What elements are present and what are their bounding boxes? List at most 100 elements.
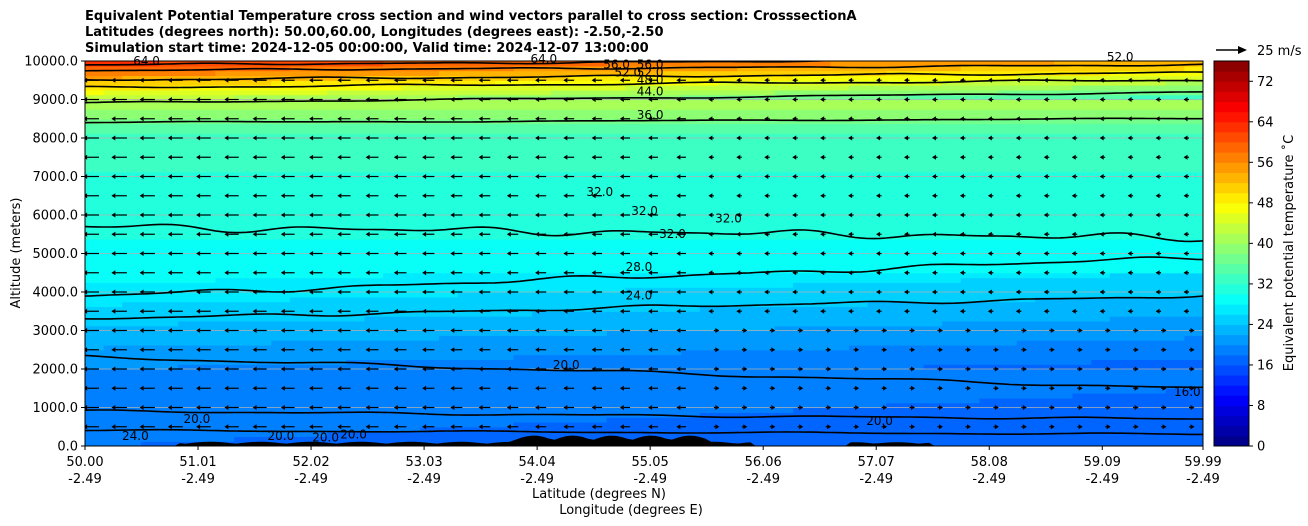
field-cell <box>550 94 571 101</box>
field-cell <box>401 311 421 317</box>
field-cell <box>122 224 142 231</box>
field-cell <box>1072 123 1092 129</box>
field-cell <box>234 186 254 192</box>
field-cell <box>811 181 831 187</box>
field-cell <box>811 354 831 360</box>
field-cell <box>737 138 757 144</box>
field-cell <box>476 330 496 336</box>
field-cell <box>364 393 384 399</box>
field-cell <box>1016 263 1036 269</box>
field-cell <box>904 234 925 240</box>
field-cell <box>550 320 571 327</box>
field-cell <box>159 171 179 178</box>
field-cell <box>737 85 757 91</box>
field-cell <box>1035 181 1055 187</box>
field-cell <box>196 243 217 250</box>
field-cell <box>234 258 254 264</box>
field-cell <box>178 133 198 139</box>
field-cell <box>383 301 403 308</box>
field-cell <box>848 99 869 105</box>
field-cell <box>774 166 794 173</box>
field-cell <box>830 61 850 67</box>
field-cell <box>662 166 682 173</box>
wind-vector-head <box>139 270 144 276</box>
field-cell <box>699 200 720 206</box>
field-cell <box>85 436 105 442</box>
field-cell <box>699 142 720 149</box>
field-cell <box>793 292 813 298</box>
field-cell <box>979 364 999 370</box>
field-cell <box>1184 397 1203 404</box>
field-cell <box>625 340 645 346</box>
field-cell <box>886 436 906 442</box>
field-cell <box>1165 364 1185 370</box>
field-cell <box>774 123 794 129</box>
field-cell <box>1128 267 1148 274</box>
field-cell <box>289 186 310 192</box>
field-cell <box>737 162 757 168</box>
field-cell <box>513 89 533 96</box>
field-cell <box>1035 61 1055 67</box>
field-cell <box>401 402 421 409</box>
field-cell <box>718 224 738 231</box>
field-cell <box>569 287 589 293</box>
field-cell <box>178 248 198 255</box>
field-cell <box>140 147 161 154</box>
field-cell <box>234 248 254 255</box>
field-cell <box>681 219 701 226</box>
field-cell <box>85 234 105 240</box>
field-cell <box>1165 70 1185 77</box>
field-cell <box>159 195 179 202</box>
field-cell <box>345 258 366 264</box>
field-cell <box>252 239 272 245</box>
field-cell <box>998 113 1018 120</box>
field-cell <box>662 426 682 433</box>
field-cell <box>476 210 496 216</box>
field-cell <box>364 421 384 428</box>
field-cell <box>1184 176 1203 182</box>
field-cell <box>308 205 328 211</box>
field-cell <box>457 393 477 399</box>
field-cell <box>289 109 310 115</box>
field-cell <box>103 176 123 182</box>
field-cell <box>774 224 794 231</box>
field-cell <box>383 113 403 120</box>
field-cell <box>904 393 925 399</box>
field-cell <box>569 248 589 255</box>
field-cell <box>383 234 403 240</box>
field-cell <box>103 162 123 168</box>
field-cell <box>364 306 384 312</box>
field-cell <box>308 195 328 202</box>
field-cell <box>1016 118 1036 125</box>
field-cell <box>774 210 794 216</box>
field-cell <box>830 421 850 428</box>
field-cell <box>271 335 291 341</box>
field-cell <box>923 349 943 356</box>
field-cell <box>439 248 459 255</box>
field-cell <box>140 441 161 446</box>
field-cell <box>1016 113 1036 120</box>
field-cell <box>494 301 515 308</box>
field-cell <box>960 94 980 101</box>
field-cell <box>662 195 682 202</box>
field-cell <box>848 397 869 404</box>
field-cell <box>923 426 943 433</box>
field-cell <box>1072 219 1092 226</box>
field-cell <box>737 181 757 187</box>
wind-vector-head <box>111 77 116 83</box>
field-cell <box>476 282 496 288</box>
field-cell <box>998 301 1018 308</box>
field-cell <box>550 301 571 308</box>
field-cell <box>252 248 272 255</box>
field-cell <box>550 344 571 351</box>
field-cell <box>904 85 925 91</box>
field-cell <box>960 80 980 86</box>
field-cell <box>755 61 776 67</box>
field-cell <box>606 171 626 178</box>
field-cell <box>569 190 589 197</box>
field-cell <box>345 85 366 91</box>
field-cell <box>494 421 515 428</box>
field-cell <box>1053 253 1074 259</box>
field-cell <box>513 282 533 288</box>
field-cell <box>234 426 254 433</box>
